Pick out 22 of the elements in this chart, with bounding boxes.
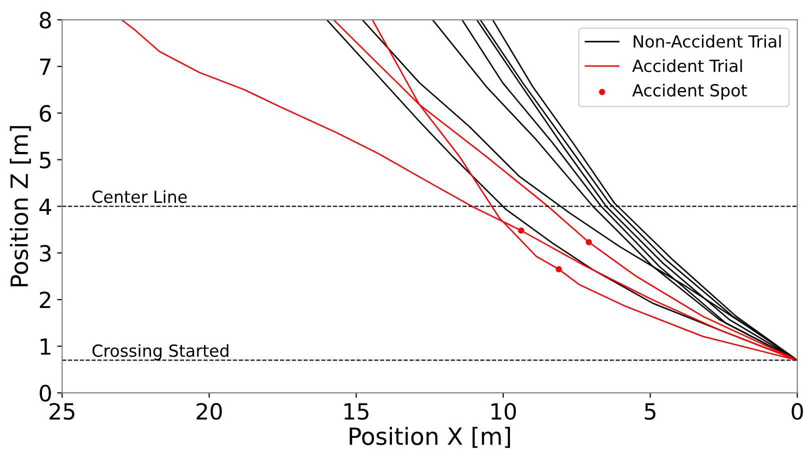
y-tick-label: 2 — [40, 292, 50, 308]
x-tick-label: 5 — [644, 403, 656, 420]
ref-line-label: Crossing Started — [92, 344, 228, 360]
x-tick-label: 10 — [492, 402, 516, 420]
y-tick-label: 3 — [40, 244, 51, 262]
y-tick-label: 8 — [40, 12, 51, 29]
legend-label: Accident Spot — [632, 84, 747, 100]
legend-label: Accident Trial — [632, 59, 742, 72]
x-tick-label: 20 — [196, 402, 222, 420]
y-tick-label: 7 — [40, 58, 51, 75]
x-axis-title: Position X [m] — [350, 426, 510, 448]
y-tick-label: 4 — [39, 198, 52, 215]
y-tick-label: 6 — [40, 105, 52, 122]
x-tick-label: 15 — [344, 403, 368, 420]
y-tick-label: 5 — [40, 152, 50, 168]
y-axis-title: Position Z [m] — [10, 126, 31, 286]
x-tick-label: 0 — [792, 402, 803, 420]
ref-line-label: Center Line — [92, 190, 187, 204]
x-tick-label: 25 — [50, 402, 74, 420]
y-tick-label: 0 — [40, 384, 51, 402]
y-tick-label: 1 — [40, 338, 50, 355]
legend-label: Non-Accident Trial — [634, 34, 781, 48]
